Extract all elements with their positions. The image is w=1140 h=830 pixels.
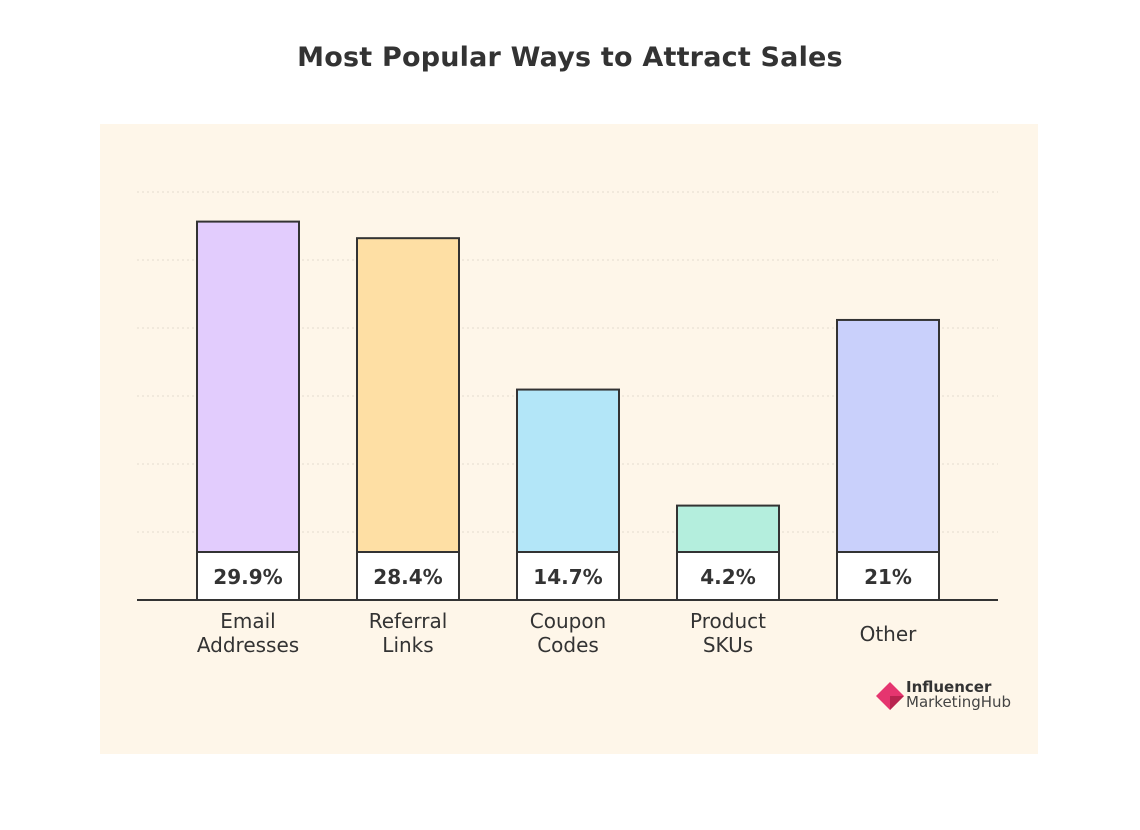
value-label-box xyxy=(516,551,620,601)
data-label: 21% xyxy=(864,565,912,589)
x-tick-label: Coupon xyxy=(530,609,606,633)
value-label-box xyxy=(356,551,460,601)
data-label: 29.9% xyxy=(213,565,282,589)
value-label-box xyxy=(676,551,780,601)
logo-text-line1: Influencer xyxy=(906,678,992,696)
chart-title: Most Popular Ways to Attract Sales xyxy=(297,42,843,73)
x-tick-label: Addresses xyxy=(197,633,299,657)
data-label: 28.4% xyxy=(373,565,442,589)
bar xyxy=(516,388,620,553)
bar xyxy=(836,318,940,554)
value-label-box xyxy=(836,551,940,601)
bar xyxy=(196,220,300,553)
bar xyxy=(356,237,460,553)
x-tick-label: Other xyxy=(860,622,918,646)
bar xyxy=(676,504,780,553)
x-tick-label: Links xyxy=(382,633,433,657)
x-tick-label: Referral xyxy=(369,609,448,633)
x-tick-label: Codes xyxy=(537,633,599,657)
data-label: 4.2% xyxy=(700,565,755,589)
logo-text-line2: MarketingHub xyxy=(906,693,1012,711)
x-tick-label: SKUs xyxy=(703,633,753,657)
x-tick-label: Email xyxy=(220,609,276,633)
logo-diamond-icon xyxy=(876,682,904,710)
data-label: 14.7% xyxy=(533,565,602,589)
x-tick-label: Product xyxy=(690,609,766,633)
